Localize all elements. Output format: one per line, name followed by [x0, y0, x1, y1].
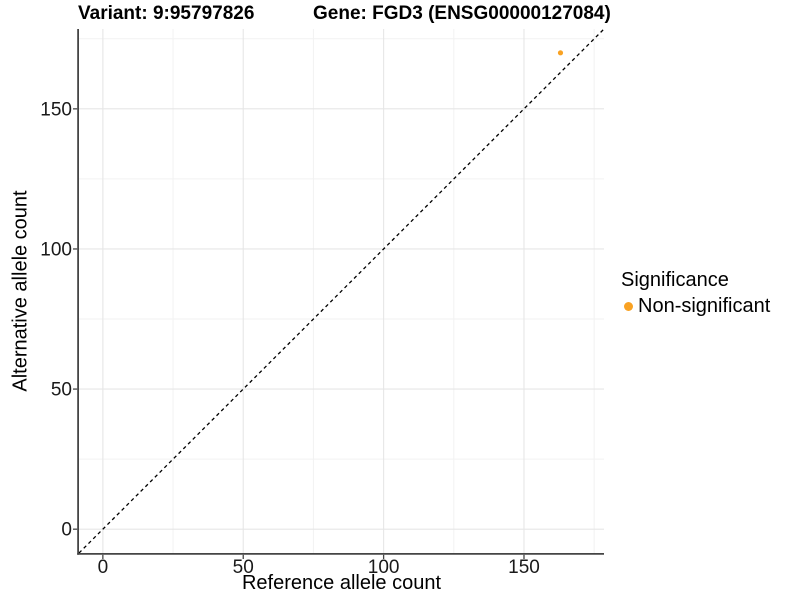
y-tick-label: 50 [51, 380, 72, 401]
identity-line [78, 28, 605, 554]
gene-title: Gene: FGD3 (ENSG00000127084) [313, 3, 611, 24]
legend-item-label: Non-significant [638, 295, 771, 317]
x-axis-title: Reference allele count [241, 572, 441, 594]
y-tick-label: 100 [40, 239, 72, 260]
y-tick-label: 150 [40, 99, 72, 120]
x-tick-label: 100 [368, 557, 400, 578]
x-tick-label: 0 [98, 557, 109, 578]
x-tick-label: 50 [233, 557, 254, 578]
y-tick-label: 0 [61, 520, 72, 541]
y-axis-title: Alternative allele count [9, 190, 32, 392]
variant-title: Variant: 9:95797826 [78, 3, 255, 24]
point-swatch-icon [624, 302, 633, 311]
legend: Significance Non-significant [621, 269, 770, 318]
legend-title: Significance [621, 269, 729, 291]
scatter-point [557, 50, 564, 56]
legend-item: Non-significant [621, 295, 770, 318]
x-tick-label: 150 [508, 557, 540, 578]
